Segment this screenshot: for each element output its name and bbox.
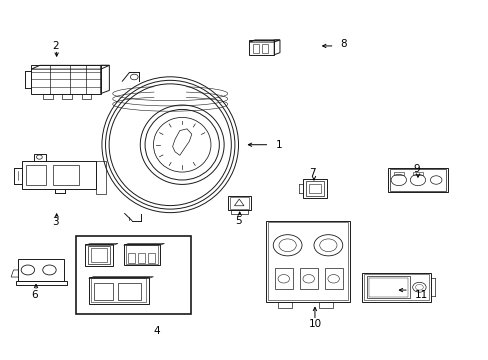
Bar bbox=[366, 276, 409, 298]
Text: 4: 4 bbox=[153, 326, 160, 336]
Bar bbox=[387, 168, 447, 192]
Bar bbox=[324, 268, 342, 289]
Bar bbox=[89, 277, 148, 304]
Bar bbox=[299, 268, 317, 289]
Bar bbox=[230, 210, 247, 213]
Bar bbox=[93, 283, 112, 300]
Text: 7: 7 bbox=[308, 168, 315, 178]
Bar bbox=[53, 165, 79, 185]
Bar bbox=[96, 161, 105, 194]
Bar bbox=[368, 278, 407, 297]
Bar bbox=[147, 253, 155, 262]
Bar bbox=[43, 94, 53, 99]
Bar bbox=[305, 181, 324, 195]
Text: 2: 2 bbox=[52, 41, 59, 51]
Bar bbox=[137, 253, 145, 262]
Bar bbox=[303, 179, 326, 198]
Bar bbox=[265, 221, 349, 302]
Bar bbox=[412, 172, 422, 175]
Bar bbox=[268, 222, 347, 300]
Text: 3: 3 bbox=[52, 217, 59, 227]
Text: 11: 11 bbox=[414, 290, 427, 300]
Bar bbox=[31, 66, 101, 94]
Bar bbox=[91, 278, 146, 302]
Text: 8: 8 bbox=[340, 39, 346, 49]
Bar bbox=[76, 237, 190, 314]
Bar bbox=[389, 169, 446, 191]
Bar bbox=[91, 248, 107, 262]
Bar bbox=[118, 283, 141, 300]
Bar bbox=[127, 253, 135, 262]
Bar bbox=[81, 94, 91, 99]
Bar bbox=[21, 161, 96, 189]
Text: 10: 10 bbox=[308, 319, 322, 329]
Text: 5: 5 bbox=[234, 216, 241, 226]
Bar bbox=[308, 184, 320, 193]
Bar bbox=[249, 40, 274, 55]
Text: 6: 6 bbox=[31, 290, 38, 300]
Bar bbox=[125, 245, 158, 264]
Bar bbox=[393, 172, 403, 175]
Text: 9: 9 bbox=[413, 165, 419, 174]
Bar bbox=[318, 302, 332, 308]
Bar bbox=[26, 165, 45, 185]
Bar bbox=[363, 274, 428, 300]
Bar bbox=[16, 280, 67, 285]
Bar bbox=[34, 154, 45, 161]
Bar bbox=[85, 243, 113, 266]
Bar bbox=[253, 44, 258, 53]
Bar bbox=[227, 196, 250, 210]
Bar bbox=[62, 94, 72, 99]
Bar bbox=[361, 273, 430, 302]
Bar bbox=[229, 197, 248, 208]
Bar bbox=[88, 246, 110, 264]
Bar bbox=[278, 302, 292, 308]
Bar bbox=[261, 44, 267, 53]
Bar bbox=[274, 268, 292, 289]
Bar bbox=[123, 243, 160, 265]
Text: 1: 1 bbox=[275, 140, 282, 150]
Bar bbox=[18, 259, 64, 280]
